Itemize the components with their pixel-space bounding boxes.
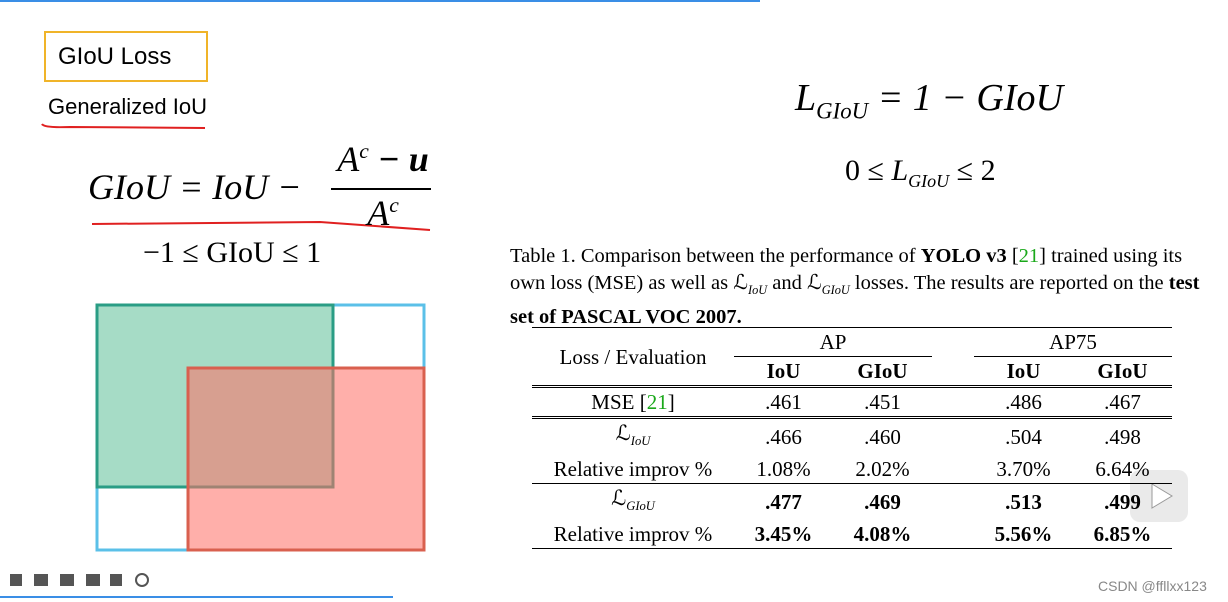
symbol: − u [368,139,429,179]
text: Table 1. [510,245,576,267]
symbol: ≤ 2 [949,154,996,187]
results-table: Loss / Evaluation AP AP75 IoU GIoU IoU GIoU… [532,327,1172,550]
symbol: 0 ≤ [845,154,892,187]
text: GIoU [821,283,850,298]
formula: GIoU = IoU − [88,167,302,207]
text: and [767,272,807,294]
row-label: Relative improv % [553,457,713,482]
underline [41,123,206,129]
header-cell: GIoU [857,359,908,383]
symbol: = 1 − GIoU [868,77,1063,119]
slide-subtitle: Generalized IoU [48,94,207,119]
symbol: c [359,139,369,163]
text: ℒ [806,272,822,294]
underline [91,220,431,231]
box-b [186,366,426,552]
header-cell: AP [734,327,932,357]
cell: 3.45% [754,522,813,547]
symbol: GIoU [908,171,950,191]
header-cell: AP75 [974,327,1172,357]
cell: 4.08% [853,522,912,547]
cell: .486 [1005,390,1042,414]
slide-title: GIoU Loss [44,31,208,82]
text: IoU [630,434,651,449]
cell: .499 [1104,490,1141,515]
formula: LGIoU = 1 − GIoU [795,76,1063,125]
cell: .461 [765,390,802,414]
play-icon [1151,483,1173,509]
toolbar [10,573,149,587]
row-label: ℒIoU [532,418,734,456]
cell: 3.70% [996,457,1051,482]
text: YOLO v3 [920,245,1007,267]
cell: 5.56% [994,522,1053,547]
cell: 6.85% [1093,522,1152,547]
header-cell: IoU [766,359,801,383]
symbol: A [337,139,360,179]
symbol: A [367,193,390,233]
header-cell: Loss / Evaluation [559,344,707,369]
row-label: Relative improv % [553,522,713,547]
cell: .477 [765,490,802,515]
cell: .504 [1005,425,1042,450]
cell: .467 [1104,390,1141,414]
cell: .451 [864,390,901,414]
cell: .513 [1005,490,1042,515]
top-rule [0,0,760,2]
cell: .469 [864,490,901,515]
header-cell: IoU [1006,359,1041,383]
cell: 2.02% [855,457,910,482]
symbol: GIoU [816,98,869,124]
text: [ [1006,245,1019,267]
text: GIoU [626,499,655,514]
text: ] trained using its own loss (MSE) as we… [510,245,1183,294]
table-caption: Table 1. Comparison between the performa… [510,243,1205,331]
symbol: c [389,193,399,217]
row-label: MSE [21] [532,387,734,418]
cell: 1.08% [756,457,811,482]
text: losses. The results are reported on the [849,272,1169,294]
symbol: L [891,154,909,187]
text: ℒ [611,486,627,511]
cell: .498 [1104,425,1141,450]
text: ℒ [733,272,748,294]
bottom-rule [0,596,393,598]
numerator: Ac − u [333,138,433,180]
symbol: L [795,77,817,119]
header-cell: GIoU [1097,359,1148,383]
row-label: ℒGIoU [532,484,734,521]
cell: .460 [864,425,901,450]
text: Comparison between the performance of [575,245,921,267]
citation[interactable]: 21 [646,390,668,414]
text: ℒ [615,421,631,445]
text: IoU [747,283,768,298]
formula: −1 ≤ GIoU ≤ 1 [143,236,322,269]
citation[interactable]: 21 [1018,245,1040,267]
denominator: Ac [333,192,433,234]
watermark: CSDN @ffllxx123 [1098,578,1207,594]
text: test set of PASCAL VOC 2007. [510,272,1200,329]
cell: .466 [765,425,802,450]
text: MSE [ [591,390,647,414]
cell: 6.64% [1095,457,1150,482]
text: ] [667,390,675,414]
formula: 0 ≤ LGIoU ≤ 2 [845,154,996,192]
